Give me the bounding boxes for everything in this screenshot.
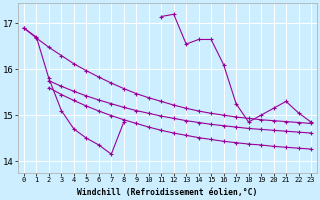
- X-axis label: Windchill (Refroidissement éolien,°C): Windchill (Refroidissement éolien,°C): [77, 188, 258, 197]
